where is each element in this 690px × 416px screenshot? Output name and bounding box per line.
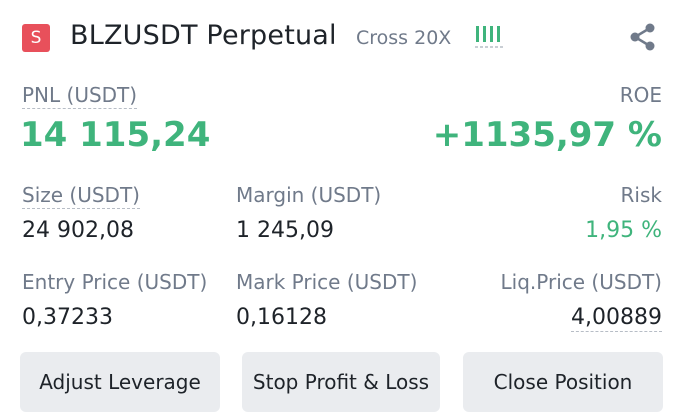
margin-mode-label[interactable]: Cross 20X (356, 27, 452, 49)
entry-price-label: Entry Price (USDT) (22, 270, 208, 294)
pnl-value: 14 115,24 (20, 115, 211, 155)
short-side-badge: S (22, 24, 50, 52)
symbol-title[interactable]: BLZUSDT Perpetual (70, 20, 337, 51)
size-label[interactable]: Size (USDT) (22, 183, 140, 209)
share-icon[interactable] (628, 22, 658, 52)
pnl-label[interactable]: PNL (USDT) (22, 83, 138, 109)
adjust-leverage-button[interactable]: Adjust Leverage (20, 352, 220, 412)
close-position-button[interactable]: Close Position (463, 352, 663, 412)
risk-value: 1,95 % (585, 218, 662, 243)
stop-profit-loss-button[interactable]: Stop Profit & Loss (242, 352, 440, 412)
margin-value: 1 245,09 (236, 218, 334, 243)
mark-price-value: 0,16128 (236, 305, 327, 330)
signal-bars-icon (475, 26, 503, 48)
position-header: S BLZUSDT Perpetual Cross 20X (0, 0, 690, 76)
roe-label: ROE (619, 83, 662, 107)
size-value: 24 902,08 (22, 218, 134, 243)
roe-value: +1135,97 % (432, 115, 662, 155)
liq-price-label: Liq.Price (USDT) (500, 270, 662, 294)
liq-price-value[interactable]: 4,00889 (571, 305, 662, 332)
risk-label: Risk (620, 183, 662, 207)
entry-price-value: 0,37233 (22, 305, 113, 330)
margin-label: Margin (USDT) (236, 183, 382, 207)
mark-price-label: Mark Price (USDT) (236, 270, 418, 294)
